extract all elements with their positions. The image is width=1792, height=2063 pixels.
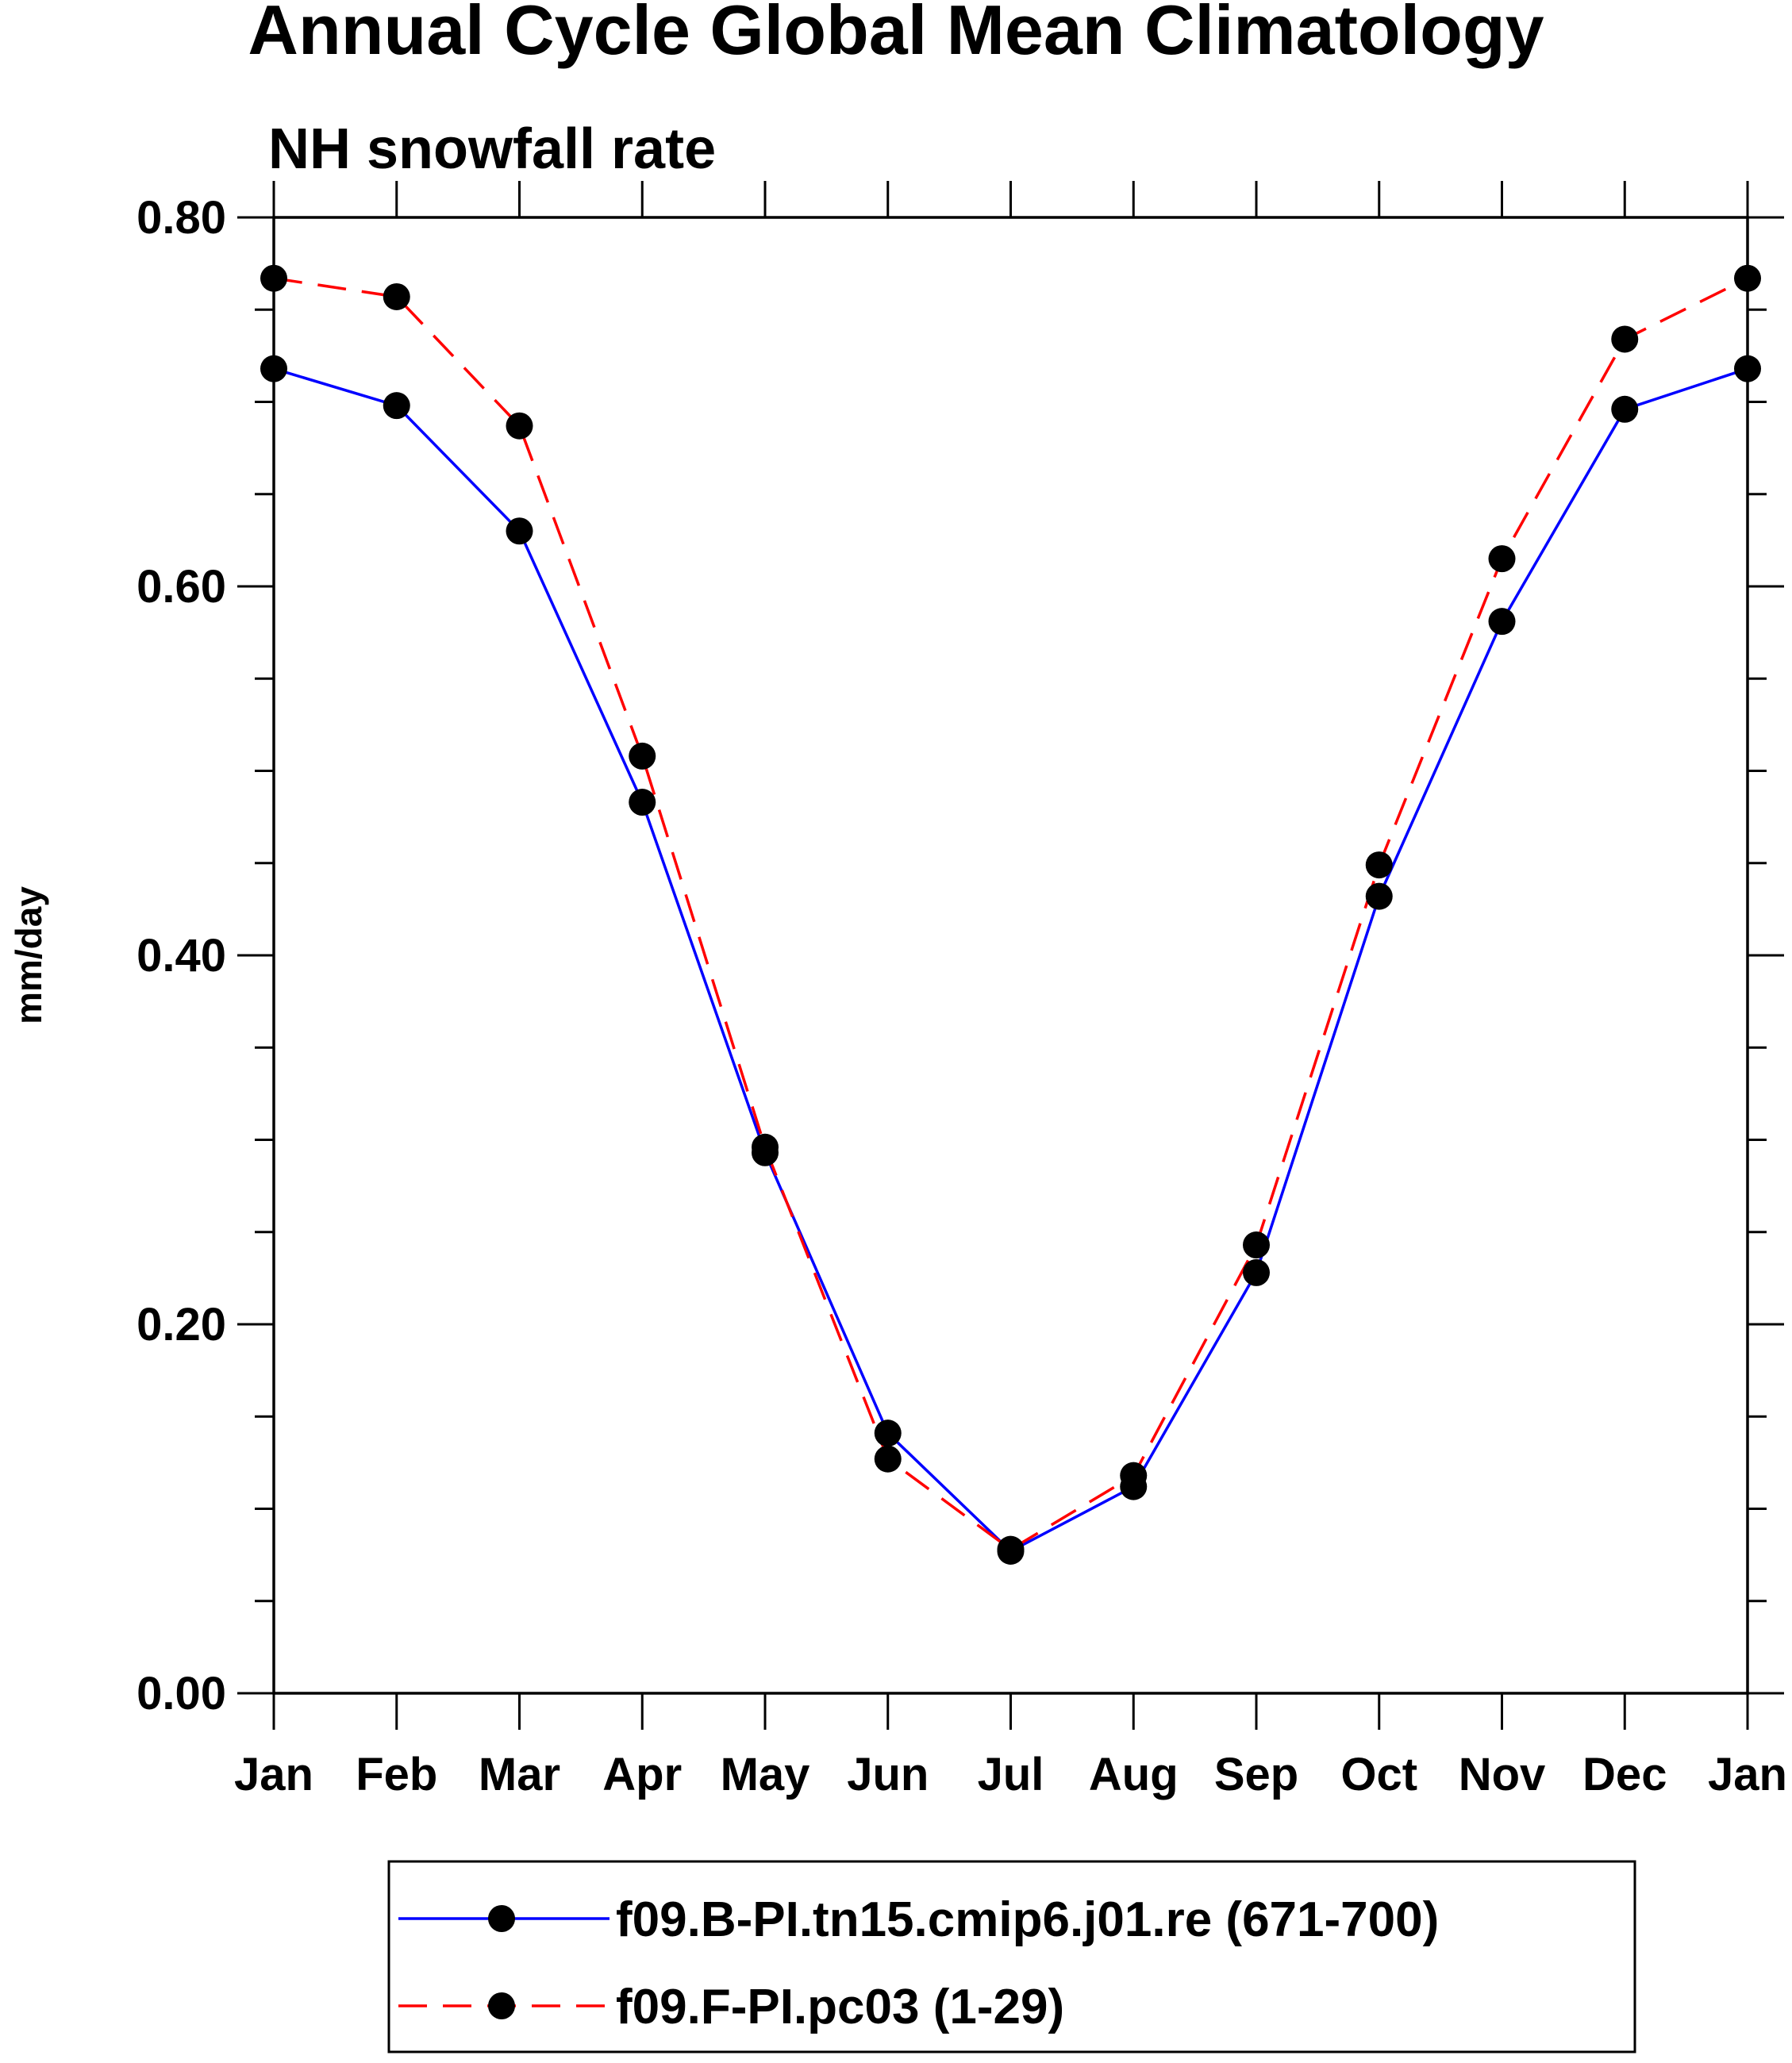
series-2-point (1488, 545, 1516, 573)
series-1-point (1488, 608, 1516, 636)
series-2-point (1243, 1231, 1270, 1259)
x-tick-label: Feb (356, 1749, 437, 1800)
y-axis-label: mm/day (8, 886, 49, 1024)
series-1-point (383, 392, 410, 420)
plot-area: 0.00 0.20 0.40 0.60 0.80 Jan Feb Mar Apr May Jun Ju… (137, 181, 1787, 1800)
series-1-point (1611, 395, 1639, 423)
legend-label-2: f09.F-PI.pc03 (1-29) (616, 1980, 1064, 2034)
series-2-point (1734, 264, 1761, 292)
series-1-point (260, 355, 287, 382)
legend-entry-2: f09.F-PI.pc03 (1-29) (398, 1980, 1064, 2034)
series-2-point (997, 1535, 1025, 1563)
series-2-point (1611, 325, 1639, 353)
series-1-point (629, 789, 656, 816)
x-tick-label: May (721, 1749, 810, 1800)
legend-marker-1 (488, 1905, 515, 1932)
y-tick-label: 0.80 (137, 192, 226, 244)
legend-box (387, 1860, 1636, 2053)
series-1-point (506, 517, 533, 545)
series-1-point (1243, 1258, 1270, 1286)
x-tick-label: Sep (1214, 1749, 1298, 1800)
x-tick-label: Jan (234, 1749, 313, 1800)
y-tick-label: 0.40 (137, 930, 226, 982)
series-2-point (260, 264, 287, 292)
x-tick-label: Jun (847, 1749, 929, 1800)
y-tick-label: 0.00 (137, 1668, 226, 1719)
x-tick-label: Mar (479, 1749, 560, 1800)
series-2-point (506, 412, 533, 440)
x-tick-label: Jul (978, 1749, 1044, 1800)
chart-subtitle: NH snowfall rate (268, 117, 716, 181)
series-2-point (383, 282, 410, 310)
x-tick-label: Jan (1708, 1749, 1787, 1800)
series-2-point (629, 742, 656, 770)
series-1-point (1734, 355, 1761, 382)
chart-title: Annual Cycle Global Mean Climatology (248, 0, 1544, 69)
y-tick-label: 0.20 (137, 1299, 226, 1350)
series-2-point (874, 1445, 902, 1473)
x-tick-label: Apr (602, 1749, 682, 1800)
x-tick-label: Nov (1459, 1749, 1546, 1800)
series-2-point (1120, 1462, 1148, 1489)
x-tick-label: Oct (1340, 1749, 1417, 1800)
series-2-point (1365, 851, 1393, 879)
legend-entry-1: f09.B-PI.tn15.cmip6.j01.re (671-700) (398, 1892, 1439, 1947)
series-1-point (1365, 882, 1393, 910)
series-line-1 (273, 367, 1748, 1553)
legend: f09.B-PI.tn15.cmip6.j01.re (671-700) f09… (387, 1860, 1636, 2053)
x-tick-label: Aug (1089, 1749, 1179, 1800)
legend-label-1: f09.B-PI.tn15.cmip6.j01.re (671-700) (616, 1892, 1439, 1947)
legend-marker-2 (488, 1992, 515, 2019)
series-1-point (874, 1420, 902, 1447)
y-tick-label: 0.60 (137, 561, 226, 613)
series-2-point (752, 1133, 779, 1161)
plot-frame (272, 216, 1749, 1695)
series-line-2 (273, 276, 1748, 1551)
x-tick-label: Dec (1582, 1749, 1667, 1800)
